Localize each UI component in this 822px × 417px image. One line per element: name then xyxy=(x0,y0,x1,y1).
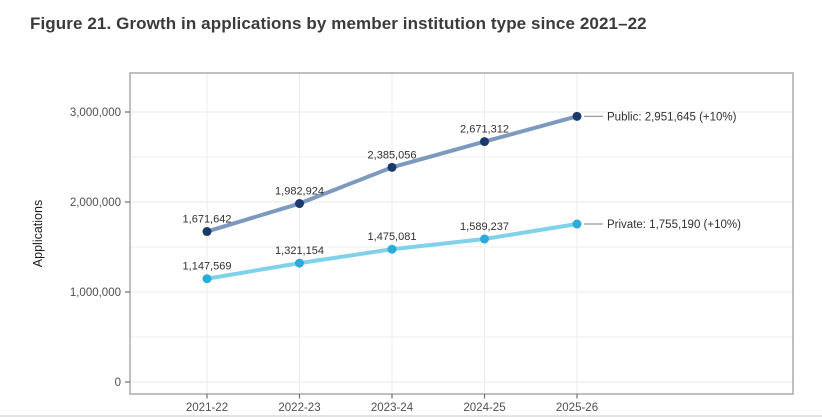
marker-public-2023-24 xyxy=(387,162,397,172)
x-tick-label: 2023-24 xyxy=(371,402,414,414)
marker-private-2024-25 xyxy=(480,234,489,244)
point-label-private-2023-24: 1,475,081 xyxy=(368,231,417,243)
point-label-private-2024-25: 1,589,237 xyxy=(460,221,509,233)
point-label-private-2021-22: 1,147,569 xyxy=(183,261,232,273)
marker-public-2025-26 xyxy=(572,111,582,121)
marker-private-2022-23 xyxy=(295,258,304,268)
x-tick-label: 2021-22 xyxy=(186,402,228,414)
y-tick-label: 1,000,000 xyxy=(70,287,121,299)
point-label-private-2022-23: 1,321,154 xyxy=(275,245,324,257)
x-tick-label: 2025-26 xyxy=(556,402,598,414)
point-label-public-2021-22: 1,671,642 xyxy=(183,214,232,226)
y-tick-label: 0 xyxy=(115,377,121,389)
figure-bottom-divider xyxy=(0,415,822,417)
marker-private-2021-22 xyxy=(202,274,212,284)
marker-public-2021-22 xyxy=(202,227,212,237)
marker-public-2022-23 xyxy=(295,199,304,209)
y-axis-title: Applications xyxy=(31,200,45,267)
x-tick-label: 2024-25 xyxy=(463,402,505,414)
end-label-public: Public: 2,951,645 (+10%) xyxy=(607,111,737,123)
marker-private-2023-24 xyxy=(387,244,397,254)
y-tick-label: 3,000,000 xyxy=(70,107,121,119)
x-tick-label: 2022-23 xyxy=(278,402,320,414)
end-label-private: Private: 1,755,190 (+10%) xyxy=(607,219,741,231)
point-label-public-2022-23: 1,982,924 xyxy=(275,186,324,198)
point-label-public-2024-25: 2,671,312 xyxy=(460,124,509,136)
marker-public-2024-25 xyxy=(480,137,489,147)
plot-panel-border xyxy=(129,72,794,395)
figure-title: Figure 21. Growth in applications by mem… xyxy=(30,14,647,33)
point-label-public-2023-24: 2,385,056 xyxy=(368,149,417,161)
marker-private-2025-26 xyxy=(572,219,582,229)
y-tick-label: 2,000,000 xyxy=(70,197,121,209)
